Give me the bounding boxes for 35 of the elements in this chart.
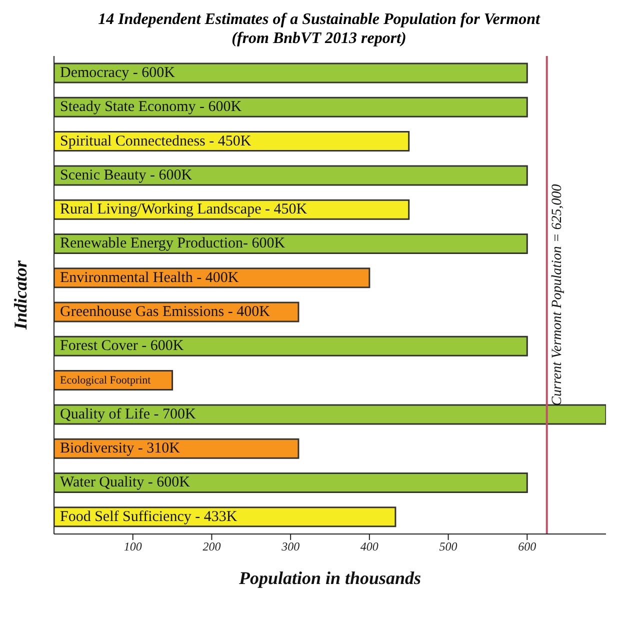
y-tick-label: Food Self Sufficiency - 433K	[60, 508, 238, 525]
y-tick-label: Water Quality - 600K	[60, 474, 190, 491]
bar	[54, 131, 410, 152]
y-tick-label: Ecological Footprint	[60, 374, 151, 386]
x-tick-label: 100	[124, 540, 142, 554]
bar	[54, 233, 528, 254]
bar	[54, 506, 396, 528]
y-tick-label: Environmental Health - 400K	[60, 270, 239, 286]
x-tick-label: 200	[202, 540, 221, 554]
y-tick-label: Quality of Life - 700K	[60, 406, 196, 422]
y-tick-label: Democracy - 600K	[60, 65, 176, 82]
y-tick-label: Biodiversity - 310K	[60, 440, 180, 457]
x-axis-title: Population in thousands	[238, 568, 422, 588]
chart-title: 14 Independent Estimates of a Sustainable Population for Vermont	[97, 10, 542, 29]
y-tick-label: Spiritual Connectedness - 450K	[60, 133, 252, 150]
y-tick-label: Greenhouse Gas Emissions - 400K	[60, 304, 270, 320]
bar	[54, 472, 528, 493]
bar	[54, 336, 528, 356]
y-tick-label: Forest Cover - 600K	[60, 338, 184, 354]
y-tick-label: Rural Living/Working Landscape - 450K	[60, 202, 308, 218]
y-tick-label: Steady State Economy - 600K	[60, 99, 242, 116]
bar	[54, 96, 528, 118]
y-tick-label: Renewable Energy Production- 600K	[60, 236, 286, 252]
chart-subtitle: (from BnbVT 2013 report)	[230, 29, 408, 48]
bar	[54, 438, 300, 459]
bar	[54, 62, 528, 84]
y-axis-title: Indicator	[10, 260, 30, 331]
x-tick-label: 500	[439, 540, 458, 554]
x-tick-label: 600	[518, 540, 536, 554]
x-tick-label: 300	[280, 540, 300, 554]
ref-line-label: Current Vermont Population = 625,000	[550, 184, 565, 406]
bar	[54, 404, 606, 425]
bar	[54, 165, 528, 186]
y-tick-label: Scenic Beauty - 600K	[60, 167, 192, 184]
x-tick-label: 400	[360, 540, 378, 554]
